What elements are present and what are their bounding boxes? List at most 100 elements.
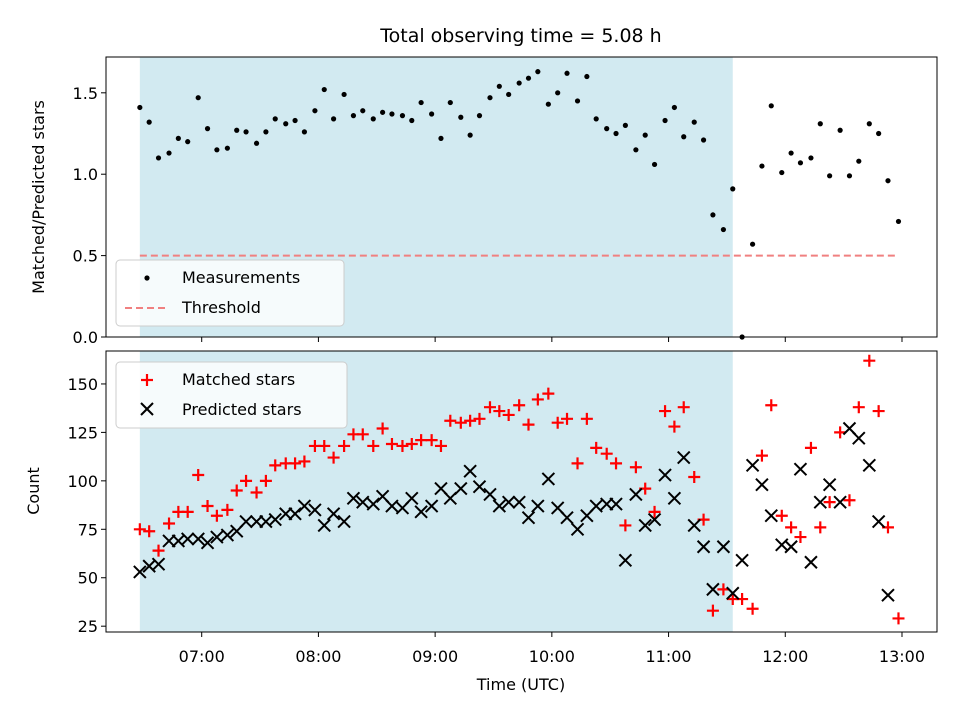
measurement-point: [283, 121, 289, 127]
matched-star-point: [250, 486, 263, 499]
measurement-point: [613, 130, 619, 137]
predicted-star-point: [220, 528, 235, 542]
measurement-point: [535, 69, 541, 75]
measurement-point: [779, 169, 785, 176]
predicted-star-point: [726, 586, 740, 600]
measurement-point: [263, 129, 269, 135]
predicted-star-point: [385, 499, 399, 513]
measurement-point: [584, 73, 590, 80]
bottom-y-ticks: 25 50 75 100 125 150: [67, 375, 106, 636]
matched-star-point: [425, 434, 438, 447]
measurement-point: [418, 99, 424, 106]
measurement-point: [691, 119, 697, 125]
measurement-point: [730, 186, 736, 192]
measurement-point: [525, 75, 532, 81]
matched-star-point: [473, 412, 486, 425]
measurement-point: [380, 109, 386, 115]
matched-star-point: [259, 474, 272, 487]
measurement-point: [895, 218, 902, 225]
bottom-panel: 25 50 75 100 125 150 07:00 08:00 09:00 10:00 11:0…: [24, 350, 938, 694]
predicted-star-point: [501, 495, 516, 509]
bottom-x-ticks: 07:00 08:00 09:00 10:00 11:00 12:00 13:00: [179, 632, 925, 666]
measurement-point: [253, 140, 260, 146]
predicted-star-point: [570, 522, 585, 536]
predicted-star-point: [647, 512, 662, 527]
legend-measurements-marker: [144, 275, 150, 281]
measurement-point: [350, 113, 357, 119]
matched-star-point: [872, 405, 885, 418]
measurement-point: [458, 114, 464, 120]
matched-star-point: [775, 509, 788, 522]
matched-star-point: [794, 531, 807, 544]
top-panel: 0.0 0.5 1.0 1.5 Matched/Predicted stars Mea…: [29, 56, 938, 347]
matched-star-point: [717, 583, 730, 596]
matched-star-point: [192, 469, 205, 482]
measurement-point: [272, 116, 278, 122]
predicted-star-point: [443, 491, 458, 505]
x-axis-label: Time (UTC): [476, 675, 565, 694]
measurement-point: [856, 158, 862, 164]
bottom-plot-marks: [134, 355, 905, 625]
measurement-point: [759, 163, 765, 169]
matched-star-point: [785, 521, 798, 534]
matched-star-point: [600, 447, 613, 460]
predicted-star-point: [483, 487, 497, 502]
matched-star-point: [580, 412, 593, 425]
measurement-point: [749, 241, 756, 247]
measurement-point: [885, 178, 891, 184]
matched-star-point: [706, 604, 719, 617]
matched-star-point: [163, 517, 176, 530]
predicted-star-point: [833, 495, 847, 509]
matched-star-point: [240, 474, 253, 487]
x-tick-label: 08:00: [295, 647, 341, 666]
measurement-point: [837, 127, 843, 133]
matched-star-point: [542, 387, 555, 400]
x-tick-label: 10:00: [529, 647, 575, 666]
measurement-point: [604, 126, 610, 132]
matched-star-point: [648, 505, 661, 518]
measurement-point: [166, 150, 172, 156]
matched-star-point: [338, 439, 351, 452]
top-x-ticks: [201, 337, 903, 342]
matched-star-point: [133, 523, 146, 536]
matched-star-point: [843, 494, 856, 507]
measurement-point: [846, 173, 853, 179]
predicted-star-point: [706, 582, 720, 597]
measurement-point: [476, 113, 483, 119]
predicted-star-point: [326, 507, 341, 521]
matched-star-point: [415, 434, 428, 447]
predicted-star-point: [366, 497, 380, 511]
predicted-star-point: [308, 503, 322, 517]
predicted-star-point: [638, 518, 652, 533]
top-y-ticks: 0.0 0.5 1.0 1.5: [73, 84, 106, 347]
matched-star-point: [892, 612, 905, 625]
measurement-point: [866, 121, 872, 127]
matched-star-point: [483, 401, 496, 414]
matched-star-point: [152, 544, 165, 557]
matched-star-point: [814, 521, 827, 534]
predicted-star-point: [618, 553, 633, 568]
bottom-axes-frame: [105, 350, 938, 633]
measurement-point: [662, 117, 668, 124]
measurement-point: [622, 122, 628, 128]
matched-star-point: [746, 602, 759, 615]
bottom-y-tick-label: 75: [78, 520, 98, 539]
predicted-star-point: [133, 565, 147, 579]
predicted-star-point: [521, 510, 536, 525]
matched-star-point: [513, 399, 526, 412]
measurement-point: [243, 129, 249, 135]
matched-star-point: [531, 393, 544, 406]
measurement-point: [768, 103, 774, 109]
measurement-point: [429, 111, 435, 117]
matched-star-point: [464, 414, 477, 427]
legend-predicted-marker: [140, 402, 154, 416]
matched-star-point: [269, 459, 282, 472]
measurement-point: [155, 155, 162, 161]
top-y-axis-label: Matched/Predicted stars: [29, 100, 48, 294]
predicted-star-point: [151, 557, 166, 571]
predicted-star-point: [804, 555, 818, 569]
predicted-star-point: [463, 464, 477, 478]
predicted-star-point: [784, 540, 798, 554]
matched-star-point: [659, 405, 672, 418]
matched-star-point: [493, 405, 506, 418]
